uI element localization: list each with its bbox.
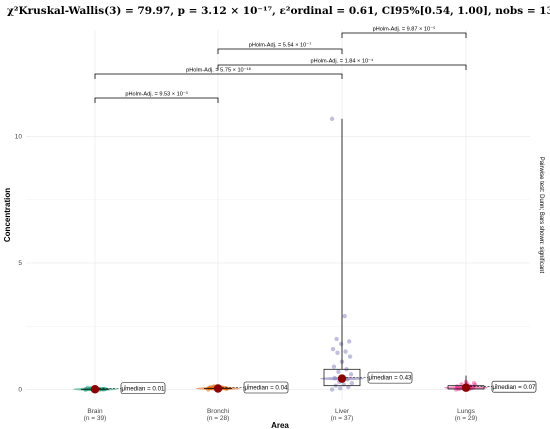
data-point-lungs-8 — [471, 380, 477, 386]
median-point-lungs — [461, 383, 471, 392]
data-point-liver-12 — [336, 369, 341, 374]
data-point-liver-10 — [331, 364, 337, 369]
bracket-bronchi-liver — [217, 48, 343, 54]
data-point-liver-0 — [329, 116, 335, 121]
data-point-liver-8 — [347, 354, 353, 359]
median-point-brain — [90, 385, 100, 394]
bracket-label-2: pHolm-Adj. = 1.84 × 10⁻⁴ — [311, 58, 374, 65]
data-point-liver-2 — [334, 336, 339, 342]
data-point-liver-1 — [342, 313, 347, 319]
bracket-label-3: pHolm-Adj. = 5.75 × 10⁻¹⁸ — [186, 67, 251, 74]
bracket-label-1: pHolm-Adj. = 5.54 × 10⁻⁷ — [249, 42, 312, 49]
bracket-brain-bronchi — [94, 97, 219, 103]
y-tick-label-0: 0 — [18, 387, 22, 394]
bracket-liver-lungs — [341, 32, 467, 38]
x-tick-label-liver: Liver — [335, 408, 350, 415]
median-label-box-lungs — [491, 380, 537, 393]
x-tick-n-liver: (n = 37) — [331, 415, 354, 422]
x-tick-n-brain: (n = 39) — [84, 415, 107, 422]
bracket-label-4: pHolm-Adj. = 9.53 × 10⁻³ — [125, 92, 187, 98]
grid — [26, 30, 530, 400]
data-point-liver-22 — [338, 386, 343, 391]
median-label-box-liver — [367, 371, 413, 384]
median-label-brain: μ̂median = 0.01 — [122, 385, 166, 392]
comparison-brackets — [94, 32, 467, 103]
x-tick-label-lungs: Lungs — [457, 408, 475, 415]
median-label-bronchi: μ̂median = 0.04 — [245, 385, 289, 392]
data-point-liver-3 — [347, 339, 352, 344]
median-label-liver: μ̂median = 0.43 — [369, 375, 413, 382]
x-tick-n-bronchi: (n = 28) — [207, 415, 230, 422]
data-point-liver-6 — [343, 349, 348, 354]
median-label-box-brain — [120, 382, 166, 395]
chart-marks — [73, 116, 537, 395]
y-tick-label-1: 5 — [18, 260, 22, 267]
y-axis-title: Concentration — [3, 188, 12, 242]
chart-caption: Pairwise test: Dunn; Bars shown: signifi… — [538, 157, 544, 274]
x-axis-title: Area — [271, 421, 289, 429]
median-label-lungs: μ̂median = 0.07 — [493, 384, 537, 391]
chart-title: χ²Kruskal-Wallis(3) = 79.97, p = 3.12 × … — [7, 5, 550, 17]
data-point-liver-18 — [349, 380, 355, 386]
median-label-box-bronchi — [243, 381, 289, 394]
x-tick-label-brain: Brain — [87, 408, 103, 415]
bracket-brain-liver — [94, 73, 343, 79]
median-point-liver — [337, 374, 347, 383]
data-point-liver-13 — [348, 372, 354, 377]
x-tick-n-lungs: (n = 29) — [455, 415, 478, 422]
data-point-liver-5 — [330, 346, 336, 352]
x-tick-label-bronchi: Bronchi — [207, 408, 229, 415]
data-point-liver-7 — [335, 350, 340, 356]
bracket-bronchi-lungs — [217, 64, 467, 70]
data-point-liver-23 — [329, 387, 335, 392]
data-point-liver-4 — [338, 341, 344, 347]
bracket-label-0: pHolm-Adj. = 9.87 × 10⁻⁵ — [373, 26, 436, 33]
chart-texts: 0 5 10 μ̂median = 0.01 Brain(n = 39) μ̂median… — [3, 5, 550, 429]
y-tick-label-2: 10 — [15, 134, 23, 141]
median-point-bronchi — [213, 384, 223, 393]
